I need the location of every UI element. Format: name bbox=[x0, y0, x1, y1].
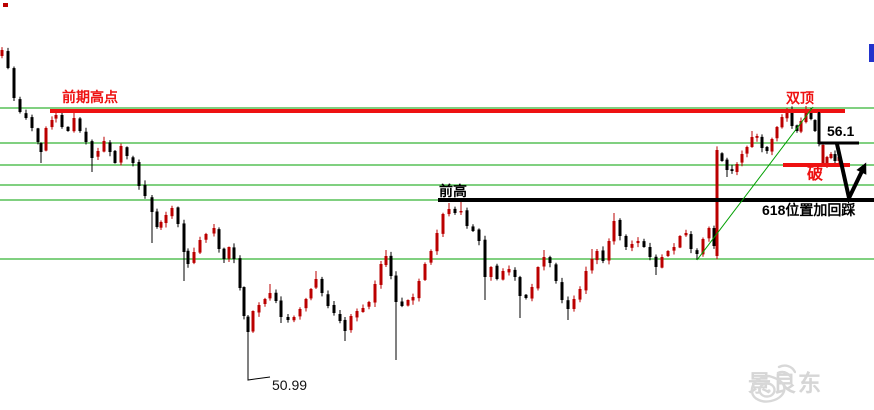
double-top-label: 双顶 bbox=[786, 90, 814, 106]
watermark: 景良东 bbox=[748, 364, 823, 403]
top-left-candle-stub bbox=[3, 3, 8, 7]
projection-arrow-head bbox=[856, 162, 867, 175]
neckline-price-label: 56.1 bbox=[827, 123, 855, 139]
right-edge-marker bbox=[869, 44, 874, 62]
candles-layer bbox=[0, 47, 841, 360]
break-label: 破 bbox=[807, 166, 824, 183]
projection-arrow bbox=[835, 143, 866, 205]
prev-high-label: 前期高点 bbox=[62, 89, 118, 105]
fib-pullback-note: 618位置加回踩 bbox=[762, 202, 856, 218]
low-price-label: 50.99 bbox=[272, 377, 308, 393]
prior-high-label: 前高 bbox=[439, 183, 467, 199]
low-price-callout bbox=[247, 357, 271, 381]
analysis-lines-layer bbox=[50, 106, 874, 381]
rising-trend-line bbox=[696, 106, 814, 261]
decorations-layer bbox=[3, 3, 874, 62]
weibo-logo-icon bbox=[750, 364, 796, 403]
